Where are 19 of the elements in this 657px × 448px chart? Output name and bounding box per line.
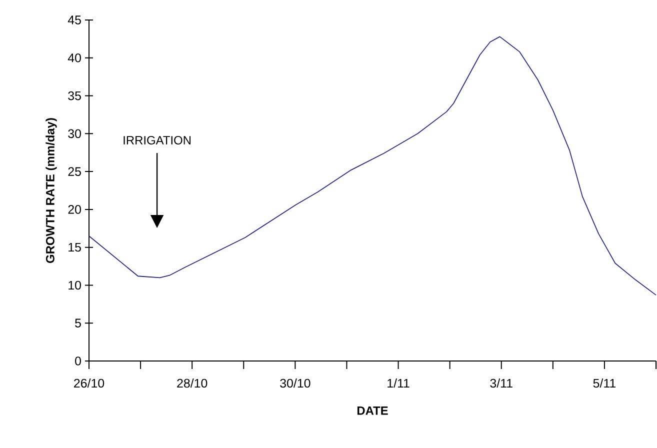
x-tick-label: 30/10 xyxy=(280,378,310,388)
x-tick-label: 28/10 xyxy=(177,378,208,388)
y-tick-label: 10 xyxy=(68,280,81,290)
x-tick-label: 1/11 xyxy=(388,378,410,388)
y-tick-label: 40 xyxy=(68,53,81,62)
y-tick-label: 5 xyxy=(75,318,81,328)
y-tick-label: 30 xyxy=(68,129,81,138)
x-tick-label: 3/11 xyxy=(490,378,512,388)
x-tick-label: 26/10 xyxy=(74,378,104,388)
y-tick-label: 20 xyxy=(68,205,81,214)
annotation: IRRIGATION xyxy=(124,136,190,144)
y-tick-label: 45 xyxy=(68,16,81,24)
y-tick-label: 35 xyxy=(68,91,81,100)
y-axis-title: GROWTH RATE (mm/day) xyxy=(46,118,57,263)
x-axis-title: DATE xyxy=(357,406,388,415)
y-tick-label: 25 xyxy=(68,167,81,176)
y-tick-label: 15 xyxy=(68,242,81,252)
y-tick-label: 0 xyxy=(75,356,81,366)
x-tick-label: 5/11 xyxy=(593,378,616,388)
